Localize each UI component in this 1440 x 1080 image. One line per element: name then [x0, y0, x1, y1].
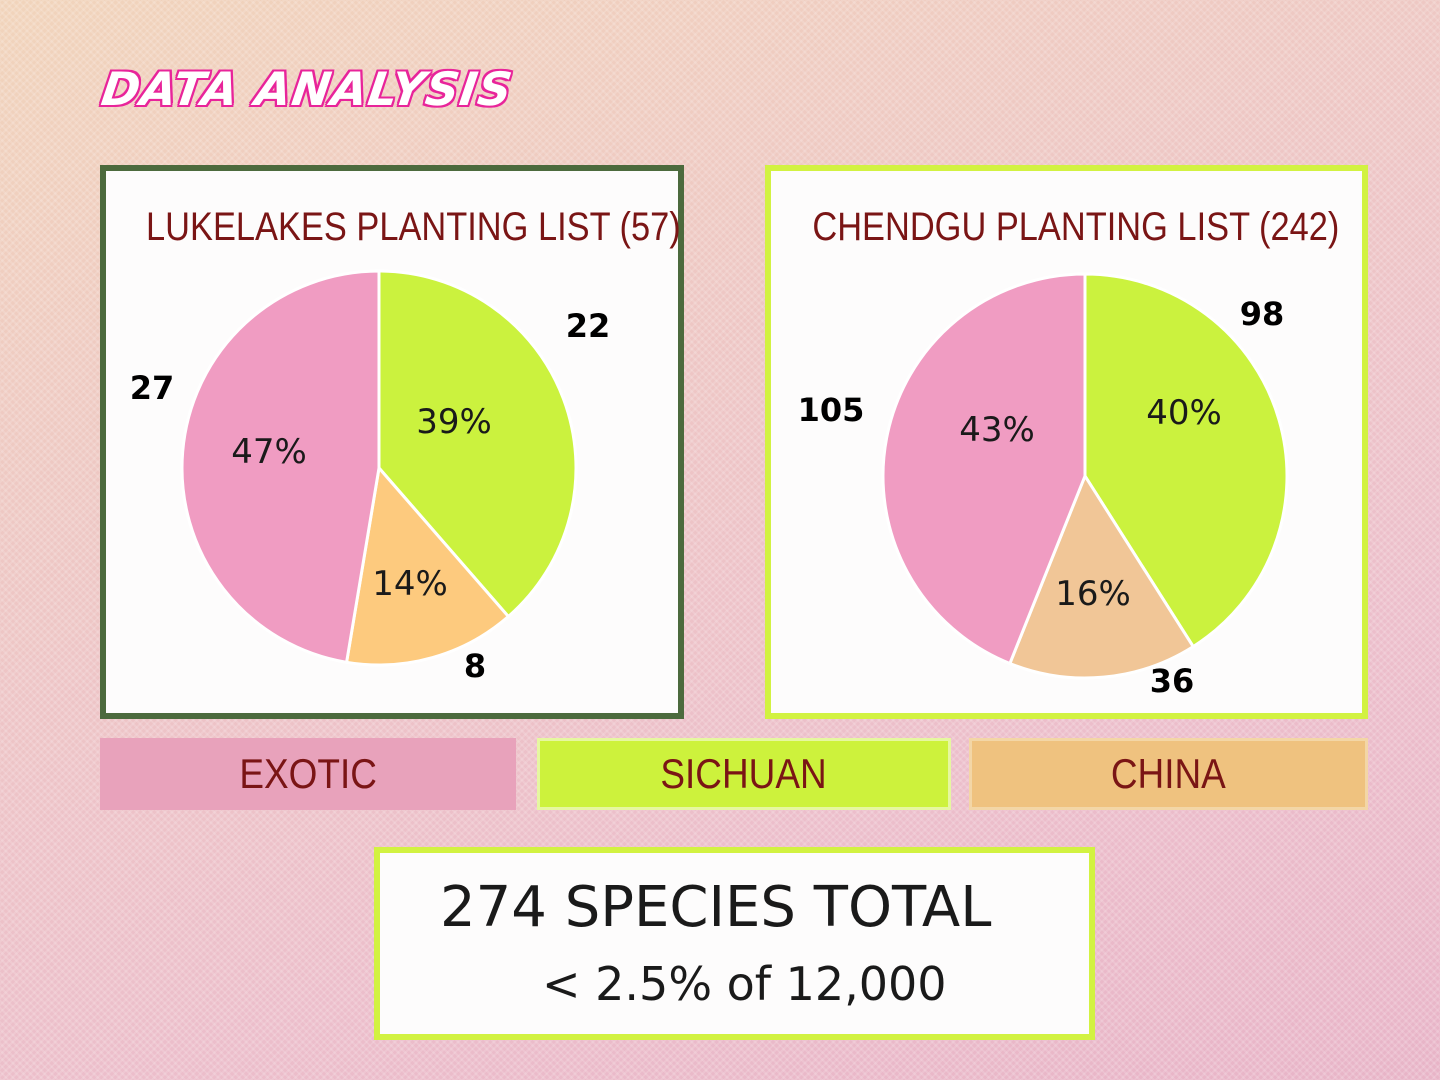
- chendgu-chart-title: CHENDGU PLANTING LIST (242): [812, 205, 1340, 249]
- pie-slice-sichuan: [377, 269, 578, 619]
- pie-percent-label-china: 14%: [372, 564, 448, 604]
- pie-percent-label-exotic: 47%: [231, 432, 307, 472]
- pie-slice-china: [344, 464, 511, 667]
- pie-count-label-sichuan: 22: [566, 307, 611, 345]
- legend-exotic: EXOTIC: [100, 738, 516, 810]
- chendgu-pie-chart: 40% 98 16% 36 43% 105: [798, 272, 1289, 700]
- lukelakes-pie-chart: 39% 22 14% 8 47% 27: [130, 269, 611, 685]
- species-total-box: 274 SPECIES TOTAL < 2.5% of 12,000: [374, 847, 1095, 1040]
- page-heading: DATA ANALYSIS: [98, 62, 517, 116]
- pie-count-label-exotic: 105: [798, 391, 865, 429]
- pie-count-label-exotic: 27: [130, 369, 175, 407]
- pie-percent-label-exotic: 43%: [959, 410, 1035, 450]
- pie-percent-label-sichuan: 39%: [416, 402, 492, 442]
- lukelakes-chart-panel: LUKELAKES PLANTING LIST (57) 39% 22 14% 8 47…: [100, 165, 684, 719]
- legend-china: CHINA: [969, 738, 1368, 810]
- legend-sichuan: SICHUAN: [537, 738, 951, 810]
- species-total: 274 SPECIES TOTAL: [440, 875, 992, 940]
- pie-percent-label-china: 16%: [1055, 574, 1131, 614]
- legend-exotic-label: EXOTIC: [239, 750, 377, 797]
- pie-count-label-sichuan: 98: [1240, 295, 1285, 333]
- pie-slice-china: [1007, 472, 1196, 680]
- pie-slice-exotic: [180, 269, 381, 665]
- pie-count-label-china: 36: [1150, 662, 1195, 700]
- species-total-note: < 2.5% of 12,000: [542, 957, 947, 1011]
- lukelakes-chart-title: LUKELAKES PLANTING LIST (57): [146, 205, 681, 249]
- pie-slice-exotic: [881, 272, 1087, 666]
- legend-china-label: CHINA: [1110, 750, 1227, 797]
- chendgu-chart-panel: CHENDGU PLANTING LIST (242) 40% 98 16% 36 43…: [765, 165, 1368, 719]
- pie-count-label-china: 8: [464, 647, 486, 685]
- legend-sichuan-label: SICHUAN: [660, 750, 828, 797]
- pie-percent-label-sichuan: 40%: [1146, 393, 1222, 433]
